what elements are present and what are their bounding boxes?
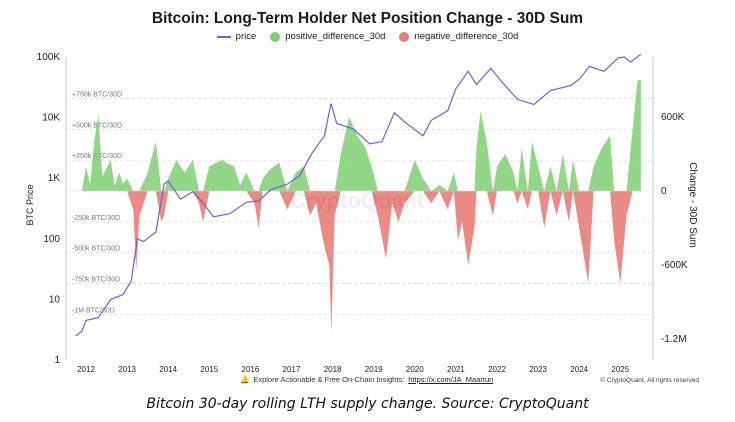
x-axis-tick: 2024	[570, 365, 588, 374]
x-axis-tick: 2013	[118, 365, 136, 374]
left-axis-tick: 1	[54, 355, 60, 366]
footer-text: Explore Actionable & Free On-Chain Insig…	[253, 375, 405, 384]
x-axis-tick: 2017	[283, 365, 301, 374]
ref-line-label: -750k BTC/30D	[72, 277, 120, 284]
ref-line-label: +750k BTC/30D	[72, 92, 122, 99]
right-axis-title: Change - 30D Sum	[687, 162, 698, 248]
legend-label-price: price	[235, 31, 257, 42]
positive-change-area	[81, 80, 641, 191]
left-axis-tick: 100K	[37, 52, 61, 63]
chart-footer: 🔔 Explore Actionable & Free On-Chain Ins…	[240, 375, 493, 384]
left-axis-tick: 10K	[42, 113, 60, 124]
right-axis-tick: -600K	[661, 260, 688, 271]
legend-item-positive[interactable]: positive_difference_30d	[270, 31, 385, 42]
x-axis-tick: 2014	[159, 365, 177, 374]
x-axis-tick: 2012	[77, 365, 95, 374]
left-axis-tick: 10	[49, 294, 61, 305]
x-axis-tick: 2022	[488, 365, 506, 374]
ref-line-label: -250k BTC/30D	[72, 215, 120, 222]
x-axis-tick: 2018	[324, 365, 342, 374]
right-axis-tick: 0	[661, 186, 667, 197]
legend-item-negative[interactable]: negative_difference_30d	[399, 31, 518, 42]
x-axis-tick: 2016	[242, 365, 260, 374]
ref-line-label: -500k BTC/30D	[72, 246, 120, 253]
watermark: CryptoQuant	[290, 188, 425, 213]
legend-label-negative: negative_difference_30d	[414, 31, 519, 42]
x-axis-tick: 2023	[529, 365, 547, 374]
legend-item-price[interactable]: price	[216, 31, 257, 42]
x-axis-tick: 2025	[611, 365, 629, 374]
x-axis-tick: 2021	[447, 365, 465, 374]
chart-legend: price positive_difference_30d negative_d…	[0, 31, 735, 42]
right-axis-tick: 600K	[661, 112, 685, 123]
figure-caption: Bitcoin 30-day rolling LTH supply change…	[146, 396, 589, 412]
negative-change-area	[81, 191, 641, 333]
price-line	[75, 53, 642, 337]
left-axis-title: BTC Price	[25, 184, 35, 225]
legend-swatch-price	[216, 35, 231, 38]
x-axis-tick: 2020	[406, 365, 424, 374]
chart-title: Bitcoin: Long-Term Holder Net Position C…	[151, 10, 584, 27]
legend-swatch-negative	[399, 31, 410, 42]
footer-link[interactable]: https://x.com/JA_Maartun	[408, 375, 494, 384]
x-axis-tick: 2015	[200, 365, 218, 374]
bell-icon: 🔔	[240, 375, 250, 384]
legend-swatch-positive	[270, 31, 281, 42]
copyright-text: © CryptoQuant. All rights reserved	[600, 377, 699, 384]
ref-line-label: -1M BTC/30D	[72, 307, 115, 314]
legend-label-positive: positive_difference_30d	[285, 31, 386, 42]
right-axis-tick: -1.2M	[661, 334, 687, 345]
left-axis-tick: 1K	[48, 173, 61, 184]
x-axis-tick: 2019	[365, 365, 383, 374]
left-axis-tick: 100	[43, 234, 60, 245]
